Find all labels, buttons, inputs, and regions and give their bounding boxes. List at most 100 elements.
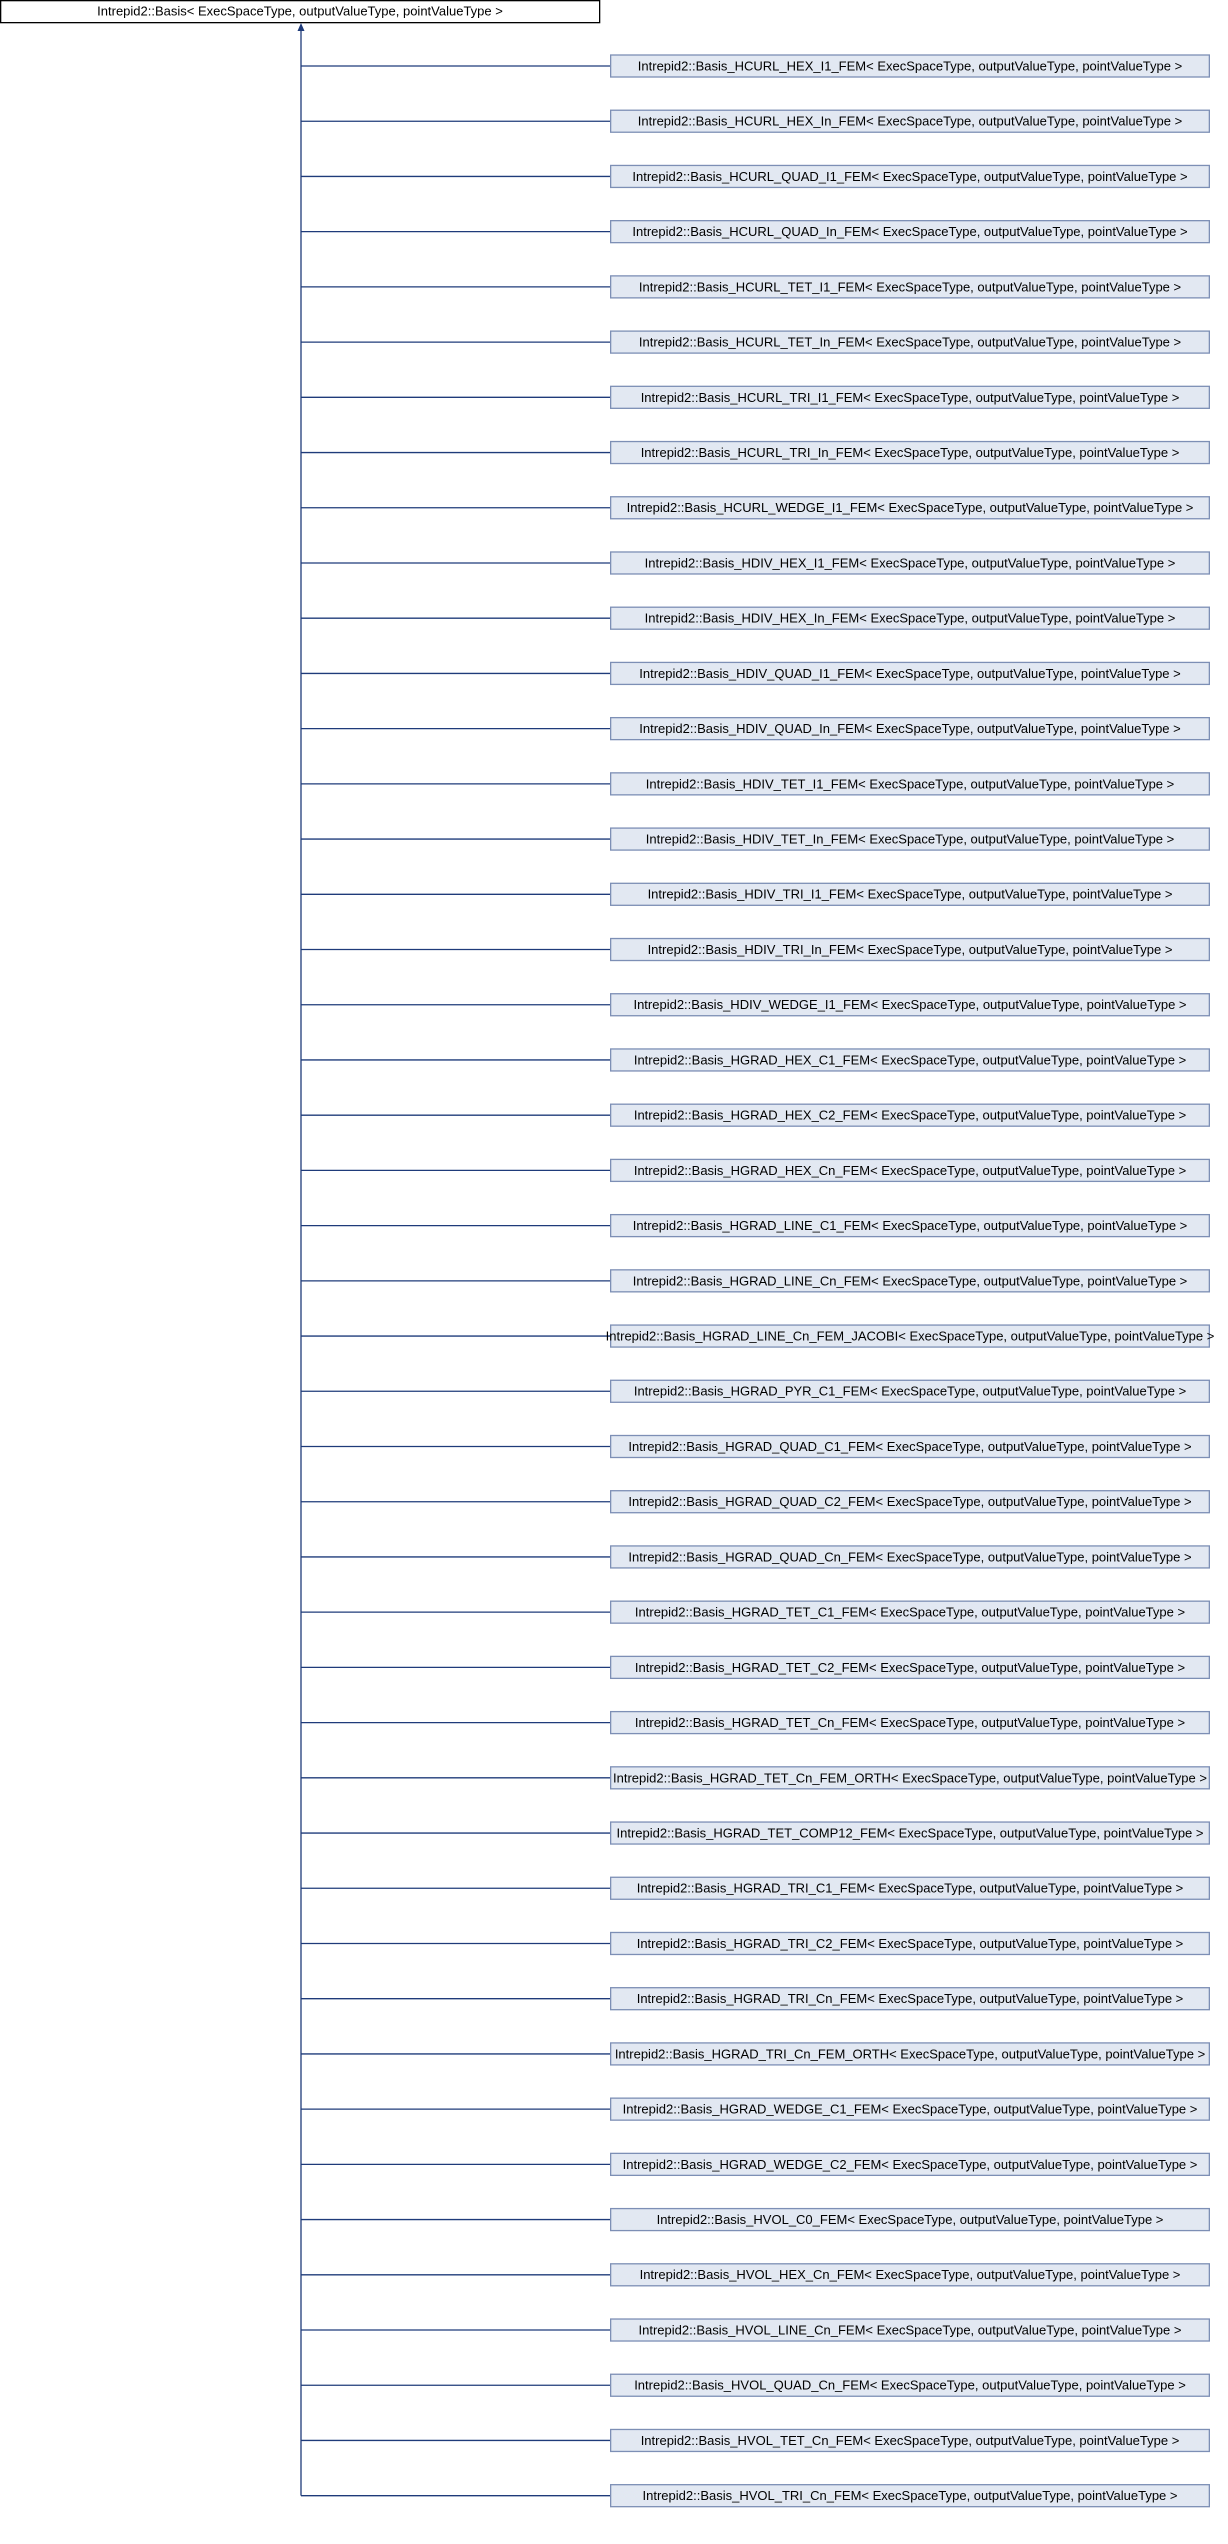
child-box[interactable] (610, 1324, 1211, 1348)
child-node[interactable]: Intrepid2::Basis_HVOL_TET_Cn_FEM< ExecSp… (610, 2428, 1211, 2453)
child-label[interactable]: Intrepid2::Basis_HGRAD_TET_COMP12_FEM< E… (617, 1825, 1204, 1840)
child-label[interactable]: Intrepid2::Basis_HGRAD_TRI_C1_FEM< ExecS… (637, 1881, 1184, 1896)
child-box[interactable] (610, 661, 1211, 686)
child-node[interactable]: Intrepid2::Basis_HCURL_TET_In_FEM< ExecS… (610, 330, 1211, 354)
child-label[interactable]: Intrepid2::Basis_HCURL_TRI_I1_FEM< ExecS… (641, 390, 1180, 405)
child-node[interactable]: Intrepid2::Basis_HGRAD_TRI_Cn_FEM< ExecS… (610, 1987, 1211, 2011)
child-label[interactable]: Intrepid2::Basis_HGRAD_HEX_C1_FEM< ExecS… (634, 1052, 1186, 1067)
child-box[interactable] (610, 1987, 1211, 2011)
child-node[interactable]: Intrepid2::Basis_HVOL_C0_FEM< ExecSpaceT… (610, 2207, 1211, 2232)
child-label[interactable]: Intrepid2::Basis_HGRAD_HEX_Cn_FEM< ExecS… (634, 1163, 1186, 1178)
child-box[interactable] (610, 993, 1211, 1017)
child-node[interactable]: Intrepid2::Basis_HGRAD_TET_C2_FEM< ExecS… (610, 1655, 1211, 1680)
child-node[interactable]: Intrepid2::Basis_HGRAD_TET_C1_FEM< ExecS… (610, 1600, 1211, 1624)
root-label[interactable]: Intrepid2::Basis< ExecSpaceType, outputV… (97, 3, 503, 18)
child-box[interactable] (610, 716, 1211, 741)
child-node[interactable]: Intrepid2::Basis_HDIV_HEX_In_FEM< ExecSp… (610, 606, 1211, 630)
root-box[interactable] (0, 0, 601, 24)
child-box[interactable] (610, 2152, 1211, 2177)
root-node[interactable]: Intrepid2::Basis< ExecSpaceType, outputV… (0, 0, 601, 24)
child-node[interactable]: Intrepid2::Basis_HGRAD_QUAD_C1_FEM< Exec… (610, 1434, 1211, 1459)
child-label[interactable]: Intrepid2::Basis_HDIV_TET_I1_FEM< ExecSp… (646, 776, 1175, 791)
child-node[interactable]: Intrepid2::Basis_HGRAD_WEDGE_C1_FEM< Exe… (610, 2097, 1211, 2121)
child-label[interactable]: Intrepid2::Basis_HGRAD_TRI_Cn_FEM< ExecS… (637, 1991, 1184, 2006)
child-label[interactable]: Intrepid2::Basis_HVOL_TRI_Cn_FEM< ExecSp… (643, 2488, 1178, 2503)
child-node[interactable]: Intrepid2::Basis_HDIV_HEX_I1_FEM< ExecSp… (610, 551, 1211, 575)
child-box[interactable] (610, 1048, 1211, 1072)
child-label[interactable]: Intrepid2::Basis_HDIV_TRI_In_FEM< ExecSp… (648, 942, 1173, 957)
child-node[interactable]: Intrepid2::Basis_HCURL_TRI_I1_FEM< ExecS… (610, 385, 1211, 409)
child-box[interactable] (610, 551, 1211, 575)
child-box[interactable] (610, 1490, 1211, 1514)
child-box[interactable] (610, 1600, 1211, 1624)
child-box[interactable] (610, 2042, 1211, 2066)
child-label[interactable]: Intrepid2::Basis_HGRAD_LINE_Cn_FEM< Exec… (633, 1273, 1188, 1288)
child-node[interactable]: Intrepid2::Basis_HDIV_TRI_I1_FEM< ExecSp… (610, 882, 1211, 906)
child-box[interactable] (610, 275, 1211, 299)
child-box[interactable] (610, 220, 1211, 244)
child-box[interactable] (610, 496, 1211, 520)
child-box[interactable] (610, 2484, 1211, 2508)
child-box[interactable] (610, 1766, 1211, 1790)
child-label[interactable]: Intrepid2::Basis_HDIV_HEX_I1_FEM< ExecSp… (645, 555, 1176, 570)
child-label[interactable]: Intrepid2::Basis_HCURL_QUAD_I1_FEM< Exec… (632, 169, 1187, 184)
child-box[interactable] (610, 772, 1211, 796)
child-box[interactable] (610, 827, 1211, 851)
child-box[interactable] (610, 440, 1211, 465)
child-label[interactable]: Intrepid2::Basis_HVOL_LINE_Cn_FEM< ExecS… (639, 2322, 1182, 2337)
child-node[interactable]: Intrepid2::Basis_HGRAD_HEX_C2_FEM< ExecS… (610, 1103, 1211, 1127)
child-label[interactable]: Intrepid2::Basis_HDIV_HEX_In_FEM< ExecSp… (645, 611, 1176, 626)
child-label[interactable]: Intrepid2::Basis_HGRAD_TET_Cn_FEM< ExecS… (635, 1715, 1185, 1730)
child-box[interactable] (610, 1269, 1211, 1293)
child-label[interactable]: Intrepid2::Basis_HVOL_HEX_Cn_FEM< ExecSp… (640, 2267, 1181, 2282)
child-box[interactable] (610, 2373, 1211, 2397)
child-node[interactable]: Intrepid2::Basis_HGRAD_TET_COMP12_FEM< E… (610, 1821, 1211, 1845)
child-node[interactable]: Intrepid2::Basis_HDIV_QUAD_In_FEM< ExecS… (610, 716, 1211, 741)
child-box[interactable] (610, 2207, 1211, 2232)
child-node[interactable]: Intrepid2::Basis_HGRAD_LINE_Cn_FEM_JACOB… (606, 1324, 1215, 1348)
child-node[interactable]: Intrepid2::Basis_HGRAD_TRI_Cn_FEM_ORTH< … (610, 2042, 1211, 2066)
child-node[interactable]: Intrepid2::Basis_HDIV_TET_In_FEM< ExecSp… (610, 827, 1211, 851)
child-box[interactable] (610, 1876, 1211, 1900)
child-node[interactable]: Intrepid2::Basis_HCURL_WEDGE_I1_FEM< Exe… (610, 496, 1211, 520)
child-node[interactable]: Intrepid2::Basis_HGRAD_QUAD_Cn_FEM< Exec… (610, 1545, 1211, 1569)
child-node[interactable]: Intrepid2::Basis_HCURL_HEX_I1_FEM< ExecS… (610, 54, 1211, 78)
child-label[interactable]: Intrepid2::Basis_HCURL_QUAD_In_FEM< Exec… (632, 224, 1187, 239)
child-label[interactable]: Intrepid2::Basis_HGRAD_TET_C1_FEM< ExecS… (635, 1605, 1185, 1620)
child-label[interactable]: Intrepid2::Basis_HGRAD_WEDGE_C1_FEM< Exe… (623, 2102, 1198, 2117)
child-label[interactable]: Intrepid2::Basis_HGRAD_TET_C2_FEM< ExecS… (635, 1660, 1185, 1675)
child-node[interactable]: Intrepid2::Basis_HGRAD_TET_Cn_FEM< ExecS… (610, 1710, 1211, 1735)
child-box[interactable] (610, 1379, 1211, 1403)
child-node[interactable]: Intrepid2::Basis_HGRAD_TET_Cn_FEM_ORTH< … (610, 1766, 1211, 1790)
child-box[interactable] (610, 882, 1211, 906)
child-node[interactable]: Intrepid2::Basis_HCURL_TET_I1_FEM< ExecS… (610, 275, 1211, 299)
child-node[interactable]: Intrepid2::Basis_HCURL_QUAD_I1_FEM< Exec… (610, 164, 1211, 189)
child-label[interactable]: Intrepid2::Basis_HGRAD_QUAD_C2_FEM< Exec… (628, 1494, 1191, 1509)
child-box[interactable] (610, 109, 1211, 133)
child-node[interactable]: Intrepid2::Basis_HVOL_LINE_Cn_FEM< ExecS… (610, 2318, 1211, 2342)
child-node[interactable]: Intrepid2::Basis_HGRAD_TRI_C2_FEM< ExecS… (610, 1931, 1211, 1956)
child-label[interactable]: Intrepid2::Basis_HVOL_QUAD_Cn_FEM< ExecS… (634, 2378, 1186, 2393)
child-label[interactable]: Intrepid2::Basis_HGRAD_TET_Cn_FEM_ORTH< … (613, 1770, 1207, 1785)
child-label[interactable]: Intrepid2::Basis_HGRAD_PYR_C1_FEM< ExecS… (634, 1384, 1186, 1399)
child-node[interactable]: Intrepid2::Basis_HVOL_QUAD_Cn_FEM< ExecS… (610, 2373, 1211, 2397)
child-box[interactable] (610, 2097, 1211, 2121)
child-box[interactable] (610, 1213, 1211, 1238)
child-label[interactable]: Intrepid2::Basis_HCURL_TRI_In_FEM< ExecS… (641, 445, 1180, 460)
child-label[interactable]: Intrepid2::Basis_HDIV_TET_In_FEM< ExecSp… (646, 832, 1175, 847)
child-label[interactable]: Intrepid2::Basis_HGRAD_LINE_Cn_FEM_JACOB… (606, 1328, 1215, 1343)
child-label[interactable]: Intrepid2::Basis_HGRAD_WEDGE_C2_FEM< Exe… (623, 2157, 1198, 2172)
child-label[interactable]: Intrepid2::Basis_HDIV_WEDGE_I1_FEM< Exec… (633, 997, 1186, 1012)
child-node[interactable]: Intrepid2::Basis_HCURL_TRI_In_FEM< ExecS… (610, 440, 1211, 465)
child-node[interactable]: Intrepid2::Basis_HCURL_HEX_In_FEM< ExecS… (610, 109, 1211, 133)
child-node[interactable]: Intrepid2::Basis_HGRAD_HEX_C1_FEM< ExecS… (610, 1048, 1211, 1072)
child-label[interactable]: Intrepid2::Basis_HCURL_TET_I1_FEM< ExecS… (639, 279, 1181, 294)
child-box[interactable] (610, 164, 1211, 189)
child-label[interactable]: Intrepid2::Basis_HCURL_WEDGE_I1_FEM< Exe… (627, 500, 1194, 515)
child-node[interactable]: Intrepid2::Basis_HVOL_TRI_Cn_FEM< ExecSp… (610, 2484, 1211, 2508)
child-node[interactable]: Intrepid2::Basis_HCURL_QUAD_In_FEM< Exec… (610, 220, 1211, 244)
child-box[interactable] (610, 1931, 1211, 1956)
child-node[interactable]: Intrepid2::Basis_HGRAD_LINE_Cn_FEM< Exec… (610, 1269, 1211, 1293)
child-node[interactable]: Intrepid2::Basis_HGRAD_WEDGE_C2_FEM< Exe… (610, 2152, 1211, 2177)
child-box[interactable] (610, 937, 1211, 962)
